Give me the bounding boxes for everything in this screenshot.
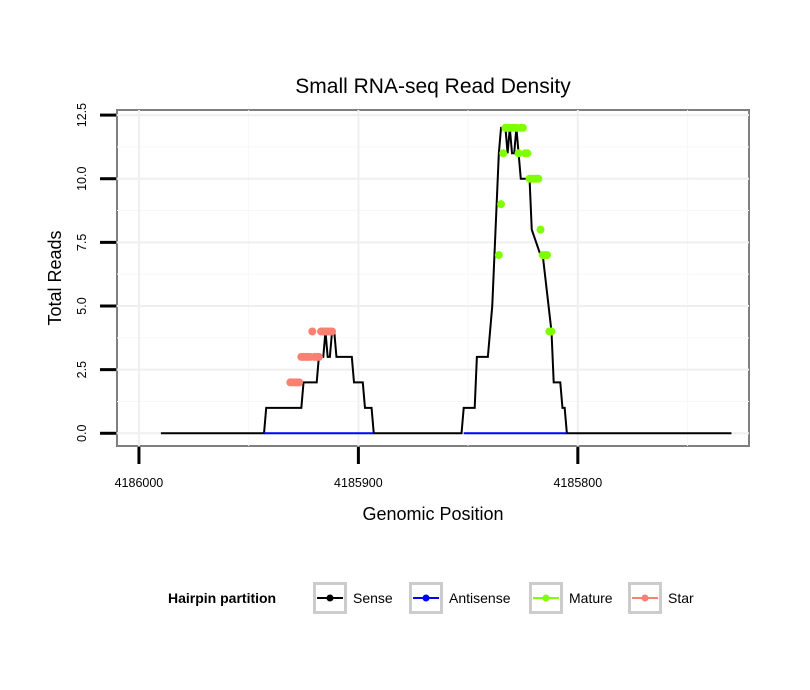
y-axis: 0.0 2.5 5.0 7.5 10.0 12.5 <box>75 103 116 442</box>
plot-panel <box>116 109 750 447</box>
legend: Hairpin partition Sense Antisense Mature St… <box>168 582 694 614</box>
x-tick-label: 4185900 <box>334 476 383 490</box>
mature-point <box>499 149 508 158</box>
mature-point <box>497 200 506 209</box>
star-point <box>308 327 317 336</box>
legend-item-sense: Sense <box>313 582 393 614</box>
y-tick-label: 2.5 <box>75 361 89 378</box>
star-point <box>314 352 323 361</box>
mature-point <box>514 149 523 158</box>
legend-item-star: Star <box>628 582 694 614</box>
legend-label: Sense <box>353 590 393 606</box>
y-tick-label: 10.0 <box>75 167 89 191</box>
grid <box>117 110 749 446</box>
chart-title: Small RNA-seq Read Density <box>295 75 571 98</box>
series-layer <box>160 123 732 435</box>
legend-label: Antisense <box>449 590 511 606</box>
star-point <box>295 378 304 387</box>
y-tick-label: 12.5 <box>75 103 89 127</box>
mature-point <box>543 251 552 260</box>
mature-point <box>534 174 543 183</box>
legend-item-mature: Mature <box>529 582 613 614</box>
x-axis: 4186000 4185900 4185800 <box>115 447 602 490</box>
legend-label: Mature <box>569 590 613 606</box>
y-tick-label: 0.0 <box>75 425 89 442</box>
x-axis-title: Genomic Position <box>362 504 503 524</box>
y-tick-label: 5.0 <box>75 297 89 314</box>
legend-key-point <box>641 594 649 602</box>
mature-point <box>547 327 556 336</box>
y-axis-title: Total Reads <box>45 230 65 325</box>
x-tick-label: 4186000 <box>115 476 164 490</box>
mature-point <box>494 251 503 260</box>
mature-point <box>523 149 532 158</box>
star-point <box>328 327 337 336</box>
legend-label: Star <box>668 590 694 606</box>
legend-key-point <box>326 594 334 602</box>
mature-point <box>536 225 545 234</box>
sense-line <box>160 126 732 435</box>
legend-item-antisense: Antisense <box>409 582 511 614</box>
mature-point <box>518 123 527 132</box>
legend-title: Hairpin partition <box>168 590 276 606</box>
legend-key-point <box>542 594 550 602</box>
legend-key-point <box>422 594 430 602</box>
x-tick-label: 4185800 <box>553 476 602 490</box>
y-tick-label: 7.5 <box>75 234 89 251</box>
